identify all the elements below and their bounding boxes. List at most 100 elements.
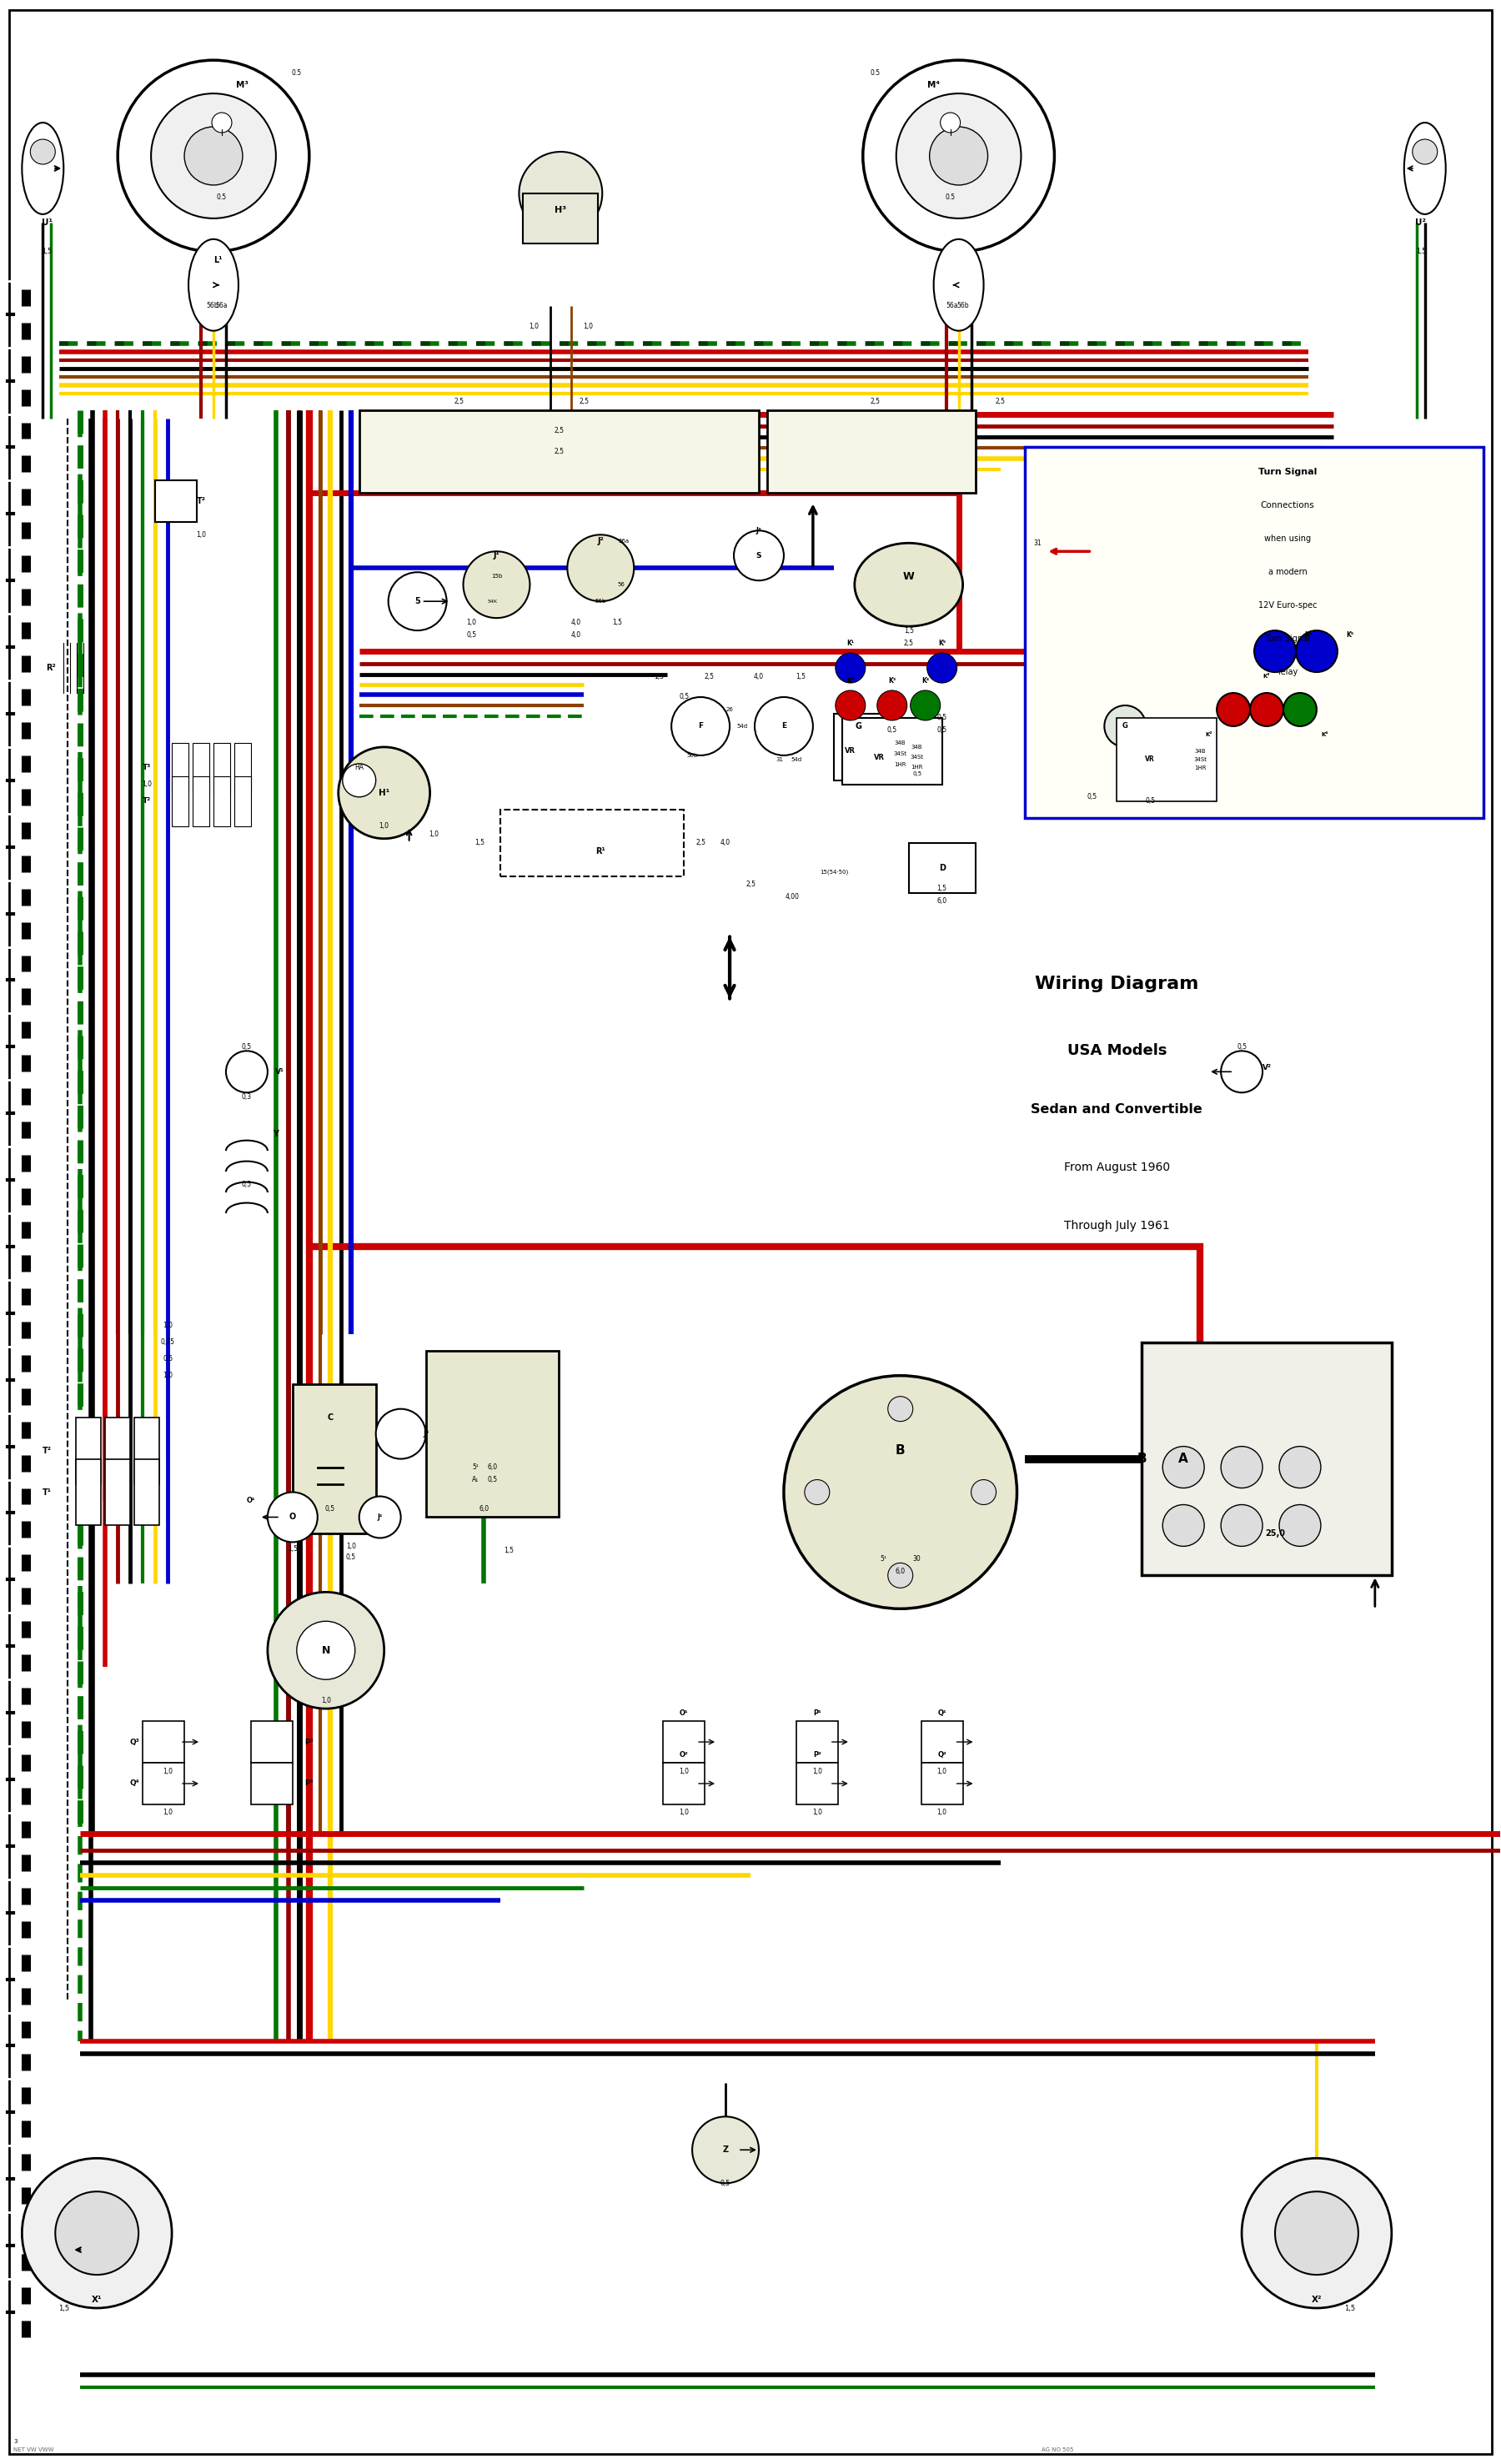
Text: K⁴: K⁴ [922,678,929,685]
Text: K²: K² [1205,732,1211,737]
Circle shape [23,2158,171,2309]
Text: 1,5: 1,5 [654,673,663,680]
Text: 56b: 56b [956,303,970,310]
Circle shape [671,697,729,756]
Text: X²: X² [1312,2296,1322,2304]
Text: 1,0: 1,0 [162,1321,173,1331]
Text: 0,5: 0,5 [678,692,689,700]
Text: 1,5: 1,5 [59,2304,69,2311]
Text: 31: 31 [776,756,784,761]
Circle shape [185,126,243,185]
Text: 0,5: 0,5 [467,631,477,638]
Text: 15b: 15b [491,574,501,579]
Text: 30: 30 [913,1555,922,1562]
Text: P²: P² [814,1752,821,1759]
Circle shape [519,153,602,234]
Ellipse shape [1403,123,1445,214]
Text: P⁴: P⁴ [305,1779,314,1786]
Text: 5: 5 [414,596,420,606]
Circle shape [1220,1052,1262,1092]
Text: 1,0: 1,0 [321,1698,330,1705]
Text: 1,0: 1,0 [528,323,539,330]
Text: G: G [1123,722,1129,729]
Text: 2,5: 2,5 [746,880,755,887]
Text: 34B: 34B [895,739,907,747]
Bar [192,742,209,793]
Text: Q³: Q³ [129,1737,140,1745]
Text: a modern: a modern [1268,569,1307,577]
Text: 4,0: 4,0 [754,673,764,680]
Circle shape [911,690,940,719]
Bar [171,776,189,825]
Bar [192,776,209,825]
Circle shape [227,1052,267,1092]
Bar [135,1459,159,1525]
Text: 15(54·50): 15(54·50) [820,870,848,875]
Text: 1,5: 1,5 [937,885,947,892]
Ellipse shape [189,239,239,330]
Text: 5¹: 5¹ [473,1464,479,1471]
Text: 1,0: 1,0 [812,1809,823,1816]
Text: 0.5: 0.5 [946,195,955,202]
Text: 0,5: 0,5 [345,1552,356,1560]
Circle shape [1241,2158,1391,2309]
Text: T¹: T¹ [42,1488,51,1496]
Text: Turn Signal: Turn Signal [1265,636,1310,643]
Text: Wiring Diagram: Wiring Diagram [1036,976,1199,993]
Text: T³: T³ [143,764,152,771]
Text: 2,5: 2,5 [554,448,564,456]
Text: K²: K² [847,678,854,685]
Text: 1,0: 1,0 [162,1372,173,1380]
Text: 2,5: 2,5 [704,673,714,680]
Bar [234,742,251,793]
Circle shape [836,690,866,719]
Text: 5¹: 5¹ [881,1555,887,1562]
Text: 56b: 56b [686,754,698,759]
Text: O: O [290,1513,296,1520]
Text: 4,0: 4,0 [570,631,581,638]
Bar [501,811,684,877]
Circle shape [940,113,961,133]
Circle shape [734,530,784,582]
Text: 26: 26 [726,707,734,712]
Text: V¹: V¹ [276,1067,285,1074]
Text: 1,5: 1,5 [504,1547,513,1555]
Text: 1,0: 1,0 [197,530,206,540]
Text: 0,5: 0,5 [1087,793,1097,801]
Bar [1117,717,1217,801]
Text: 0,5: 0,5 [162,1355,173,1363]
Circle shape [1295,631,1337,673]
Bar [77,1459,101,1525]
Circle shape [1217,692,1250,727]
Bar [135,1417,159,1483]
Text: 0,5: 0,5 [488,1476,497,1483]
Text: Q¹: Q¹ [938,1710,947,1717]
Text: 2,5: 2,5 [455,397,464,404]
Circle shape [971,1481,997,1506]
Text: 1,0: 1,0 [584,323,593,330]
Text: P¹: P¹ [814,1710,821,1717]
Circle shape [567,535,633,601]
Circle shape [342,764,375,796]
Circle shape [117,59,309,251]
Text: when using: when using [1264,535,1310,542]
Text: 1,5: 1,5 [1415,249,1426,256]
Circle shape [267,1493,318,1542]
Text: 0,5: 0,5 [937,715,947,722]
Text: 6,0: 6,0 [488,1464,497,1471]
Circle shape [1250,692,1283,727]
Text: J³: J³ [757,527,761,535]
Bar [234,776,251,825]
Text: D: D [938,862,946,872]
Text: 1,0: 1,0 [678,1809,689,1816]
Text: Connections: Connections [1261,503,1315,510]
Text: C: C [327,1412,333,1422]
Circle shape [1220,1506,1262,1547]
Text: 1,0: 1,0 [937,1809,947,1816]
Bar [251,1722,293,1762]
Text: K¹: K¹ [847,638,854,646]
Text: 56a: 56a [946,303,958,310]
Circle shape [212,113,231,133]
Text: H¹: H¹ [378,788,390,796]
Text: A: A [1178,1454,1189,1466]
